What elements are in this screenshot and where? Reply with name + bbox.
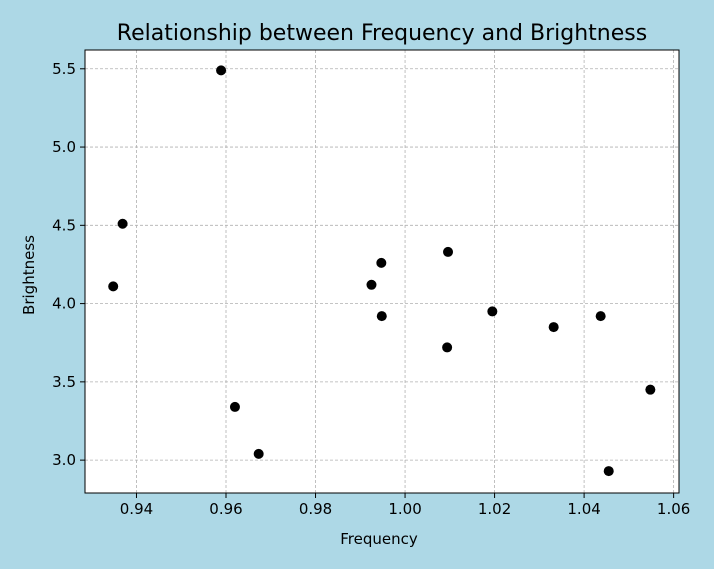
data-point xyxy=(366,279,377,290)
plot-frame xyxy=(84,49,680,494)
x-tick-label: 0.94 xyxy=(120,500,153,518)
data-point xyxy=(548,322,559,333)
x-tick-label: 1.04 xyxy=(567,500,600,518)
x-tick-label: 0.98 xyxy=(299,500,332,518)
data-point xyxy=(442,342,453,353)
plot-background xyxy=(85,50,679,493)
x-tick-label: 0.96 xyxy=(209,500,242,518)
y-tick-label: 3.5 xyxy=(52,373,76,391)
y-axis-label: Brightness xyxy=(20,235,38,315)
x-tick-label: 1.00 xyxy=(388,500,421,518)
x-axis-label: Frequency xyxy=(340,530,418,548)
x-tick-label: 1.02 xyxy=(478,500,511,518)
data-point xyxy=(487,306,498,317)
data-point xyxy=(595,311,606,322)
y-tick-label: 3.0 xyxy=(52,451,76,469)
data-point xyxy=(376,257,387,268)
y-tick-label: 4.0 xyxy=(52,295,76,313)
chart-title: Relationship between Frequency and Brigh… xyxy=(117,21,647,46)
y-tick-label: 5.0 xyxy=(52,138,76,156)
y-tick-label: 4.5 xyxy=(52,216,76,234)
y-tick-label: 5.5 xyxy=(52,60,76,78)
data-point xyxy=(117,218,128,229)
data-point xyxy=(253,448,264,459)
data-point xyxy=(443,246,454,257)
data-point xyxy=(645,384,656,395)
data-point xyxy=(229,401,240,412)
data-point xyxy=(376,311,387,322)
data-point xyxy=(216,65,227,76)
plot-area: 0.94 0.96 0.98 1.00 1.02 1.04 1.06 3.0 3.5 4.0 4.5… xyxy=(52,49,690,518)
x-tick-label: 1.06 xyxy=(657,500,690,518)
data-point xyxy=(108,281,119,292)
data-point xyxy=(603,466,614,477)
